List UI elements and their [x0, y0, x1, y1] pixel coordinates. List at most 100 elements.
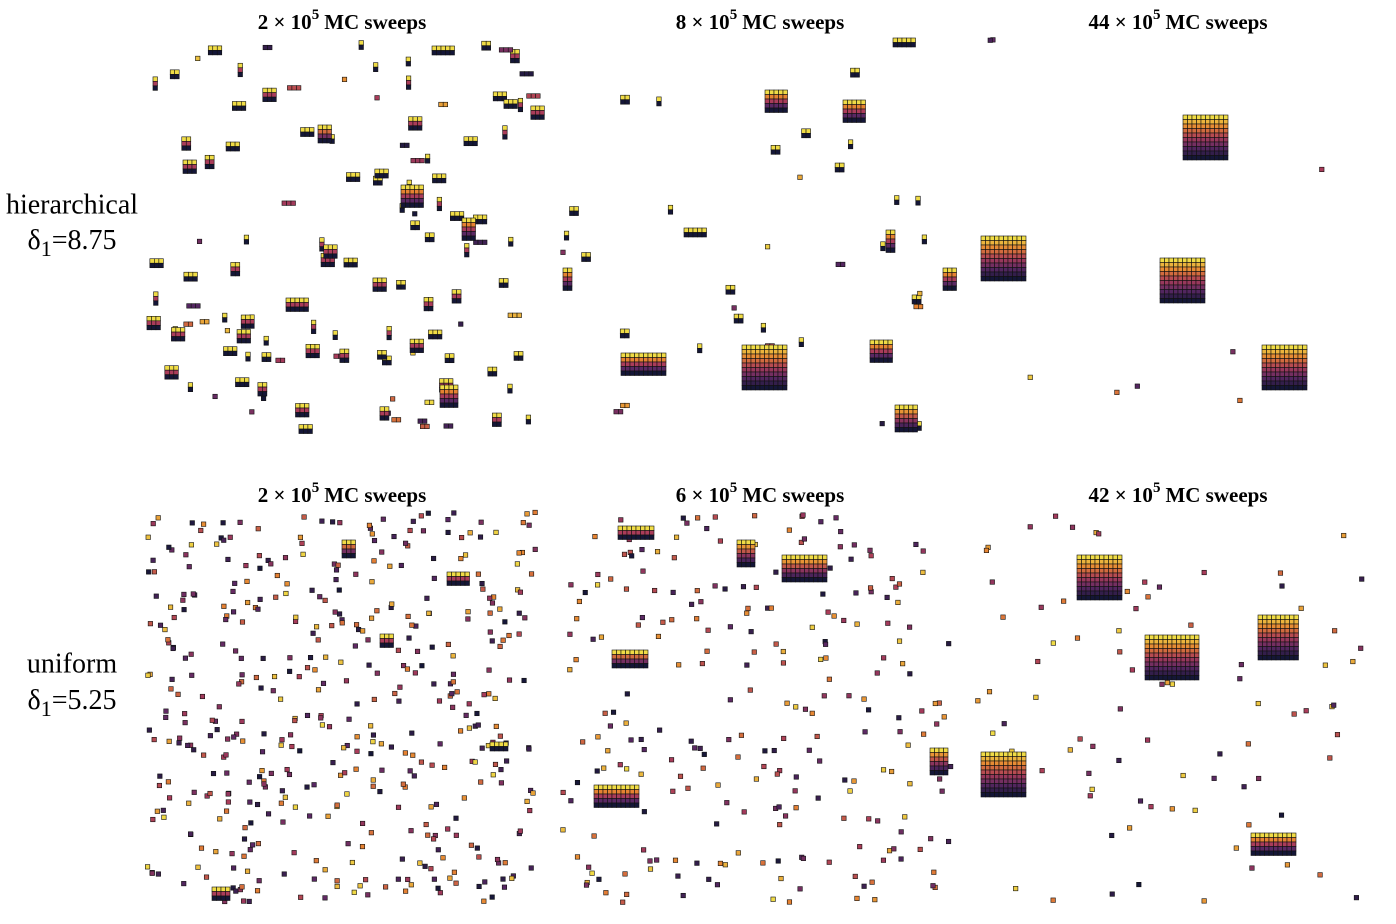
cell	[1016, 760, 1022, 766]
cell	[481, 40, 487, 47]
cell	[634, 802, 640, 808]
cell	[1264, 837, 1270, 843]
cell	[1003, 262, 1009, 268]
cell	[460, 580, 466, 586]
cell	[196, 238, 203, 244]
cell	[1186, 271, 1192, 277]
cell	[1279, 367, 1285, 373]
cell	[1275, 650, 1281, 656]
cell	[938, 747, 944, 753]
cell	[591, 833, 597, 839]
cell	[1021, 276, 1027, 282]
cell	[283, 590, 289, 597]
cell	[175, 336, 181, 342]
cell	[951, 281, 957, 287]
cell	[481, 692, 487, 698]
cell	[929, 747, 935, 753]
cell	[530, 93, 536, 99]
cell	[777, 385, 783, 391]
cell	[1266, 380, 1272, 386]
cell	[152, 76, 158, 82]
cell	[236, 338, 242, 344]
cell	[1162, 652, 1168, 658]
cell	[317, 133, 323, 139]
cell	[746, 349, 752, 355]
cell	[899, 404, 905, 410]
cell	[1021, 244, 1027, 250]
cell	[661, 357, 667, 363]
cell	[750, 380, 756, 386]
cell	[439, 389, 445, 395]
cell	[388, 642, 394, 648]
cell	[1218, 155, 1224, 161]
cell	[428, 334, 434, 340]
cell	[1094, 595, 1100, 601]
cell	[222, 312, 228, 318]
cell	[446, 576, 452, 582]
cell	[1223, 114, 1229, 120]
cell	[998, 783, 1004, 789]
cell	[450, 211, 456, 217]
cell	[1302, 371, 1308, 377]
cell	[629, 649, 635, 655]
cell	[489, 746, 495, 752]
cell	[898, 856, 904, 862]
cell	[233, 648, 239, 654]
cell	[985, 765, 991, 771]
delta-value: =8.75	[52, 225, 117, 256]
cell	[164, 374, 170, 380]
cell	[501, 884, 508, 890]
cell	[886, 848, 893, 854]
cell	[1288, 353, 1294, 359]
cell	[209, 154, 215, 161]
cell	[782, 103, 788, 109]
cell	[186, 800, 192, 806]
cell	[234, 146, 240, 152]
cell	[1262, 641, 1268, 647]
cell	[1191, 155, 1197, 161]
cell	[169, 69, 176, 75]
cell	[346, 548, 352, 554]
cell	[1275, 380, 1281, 386]
cell	[670, 788, 676, 794]
cell	[417, 116, 423, 122]
cell	[989, 792, 995, 798]
cell	[1275, 358, 1281, 364]
cell	[525, 419, 531, 425]
cell	[573, 206, 579, 212]
cell	[1270, 371, 1276, 377]
cell	[299, 302, 305, 308]
cell	[741, 362, 747, 368]
cell	[468, 136, 474, 142]
cell	[1289, 650, 1295, 656]
cell	[706, 876, 712, 882]
cell	[378, 741, 384, 747]
cell	[629, 553, 635, 559]
cell	[494, 746, 500, 752]
cell	[295, 403, 301, 409]
cell	[503, 278, 509, 284]
cell	[1021, 262, 1027, 268]
cell	[1200, 114, 1206, 120]
cell	[1167, 666, 1173, 672]
cell	[461, 235, 467, 241]
cell	[212, 50, 218, 56]
cell	[1293, 641, 1299, 647]
cell	[220, 886, 226, 892]
cell	[1284, 344, 1290, 350]
cell	[447, 875, 453, 881]
cell	[207, 45, 214, 51]
cell	[318, 715, 324, 721]
cell	[1164, 262, 1170, 268]
cell	[151, 320, 157, 326]
cell	[586, 864, 592, 870]
cell	[773, 376, 779, 382]
cell	[768, 367, 774, 373]
cell	[1291, 841, 1297, 847]
cell	[379, 549, 385, 555]
cell	[210, 770, 217, 777]
cell	[428, 306, 434, 312]
cell	[1331, 702, 1337, 708]
cell	[1293, 349, 1299, 355]
cell	[1257, 641, 1263, 647]
